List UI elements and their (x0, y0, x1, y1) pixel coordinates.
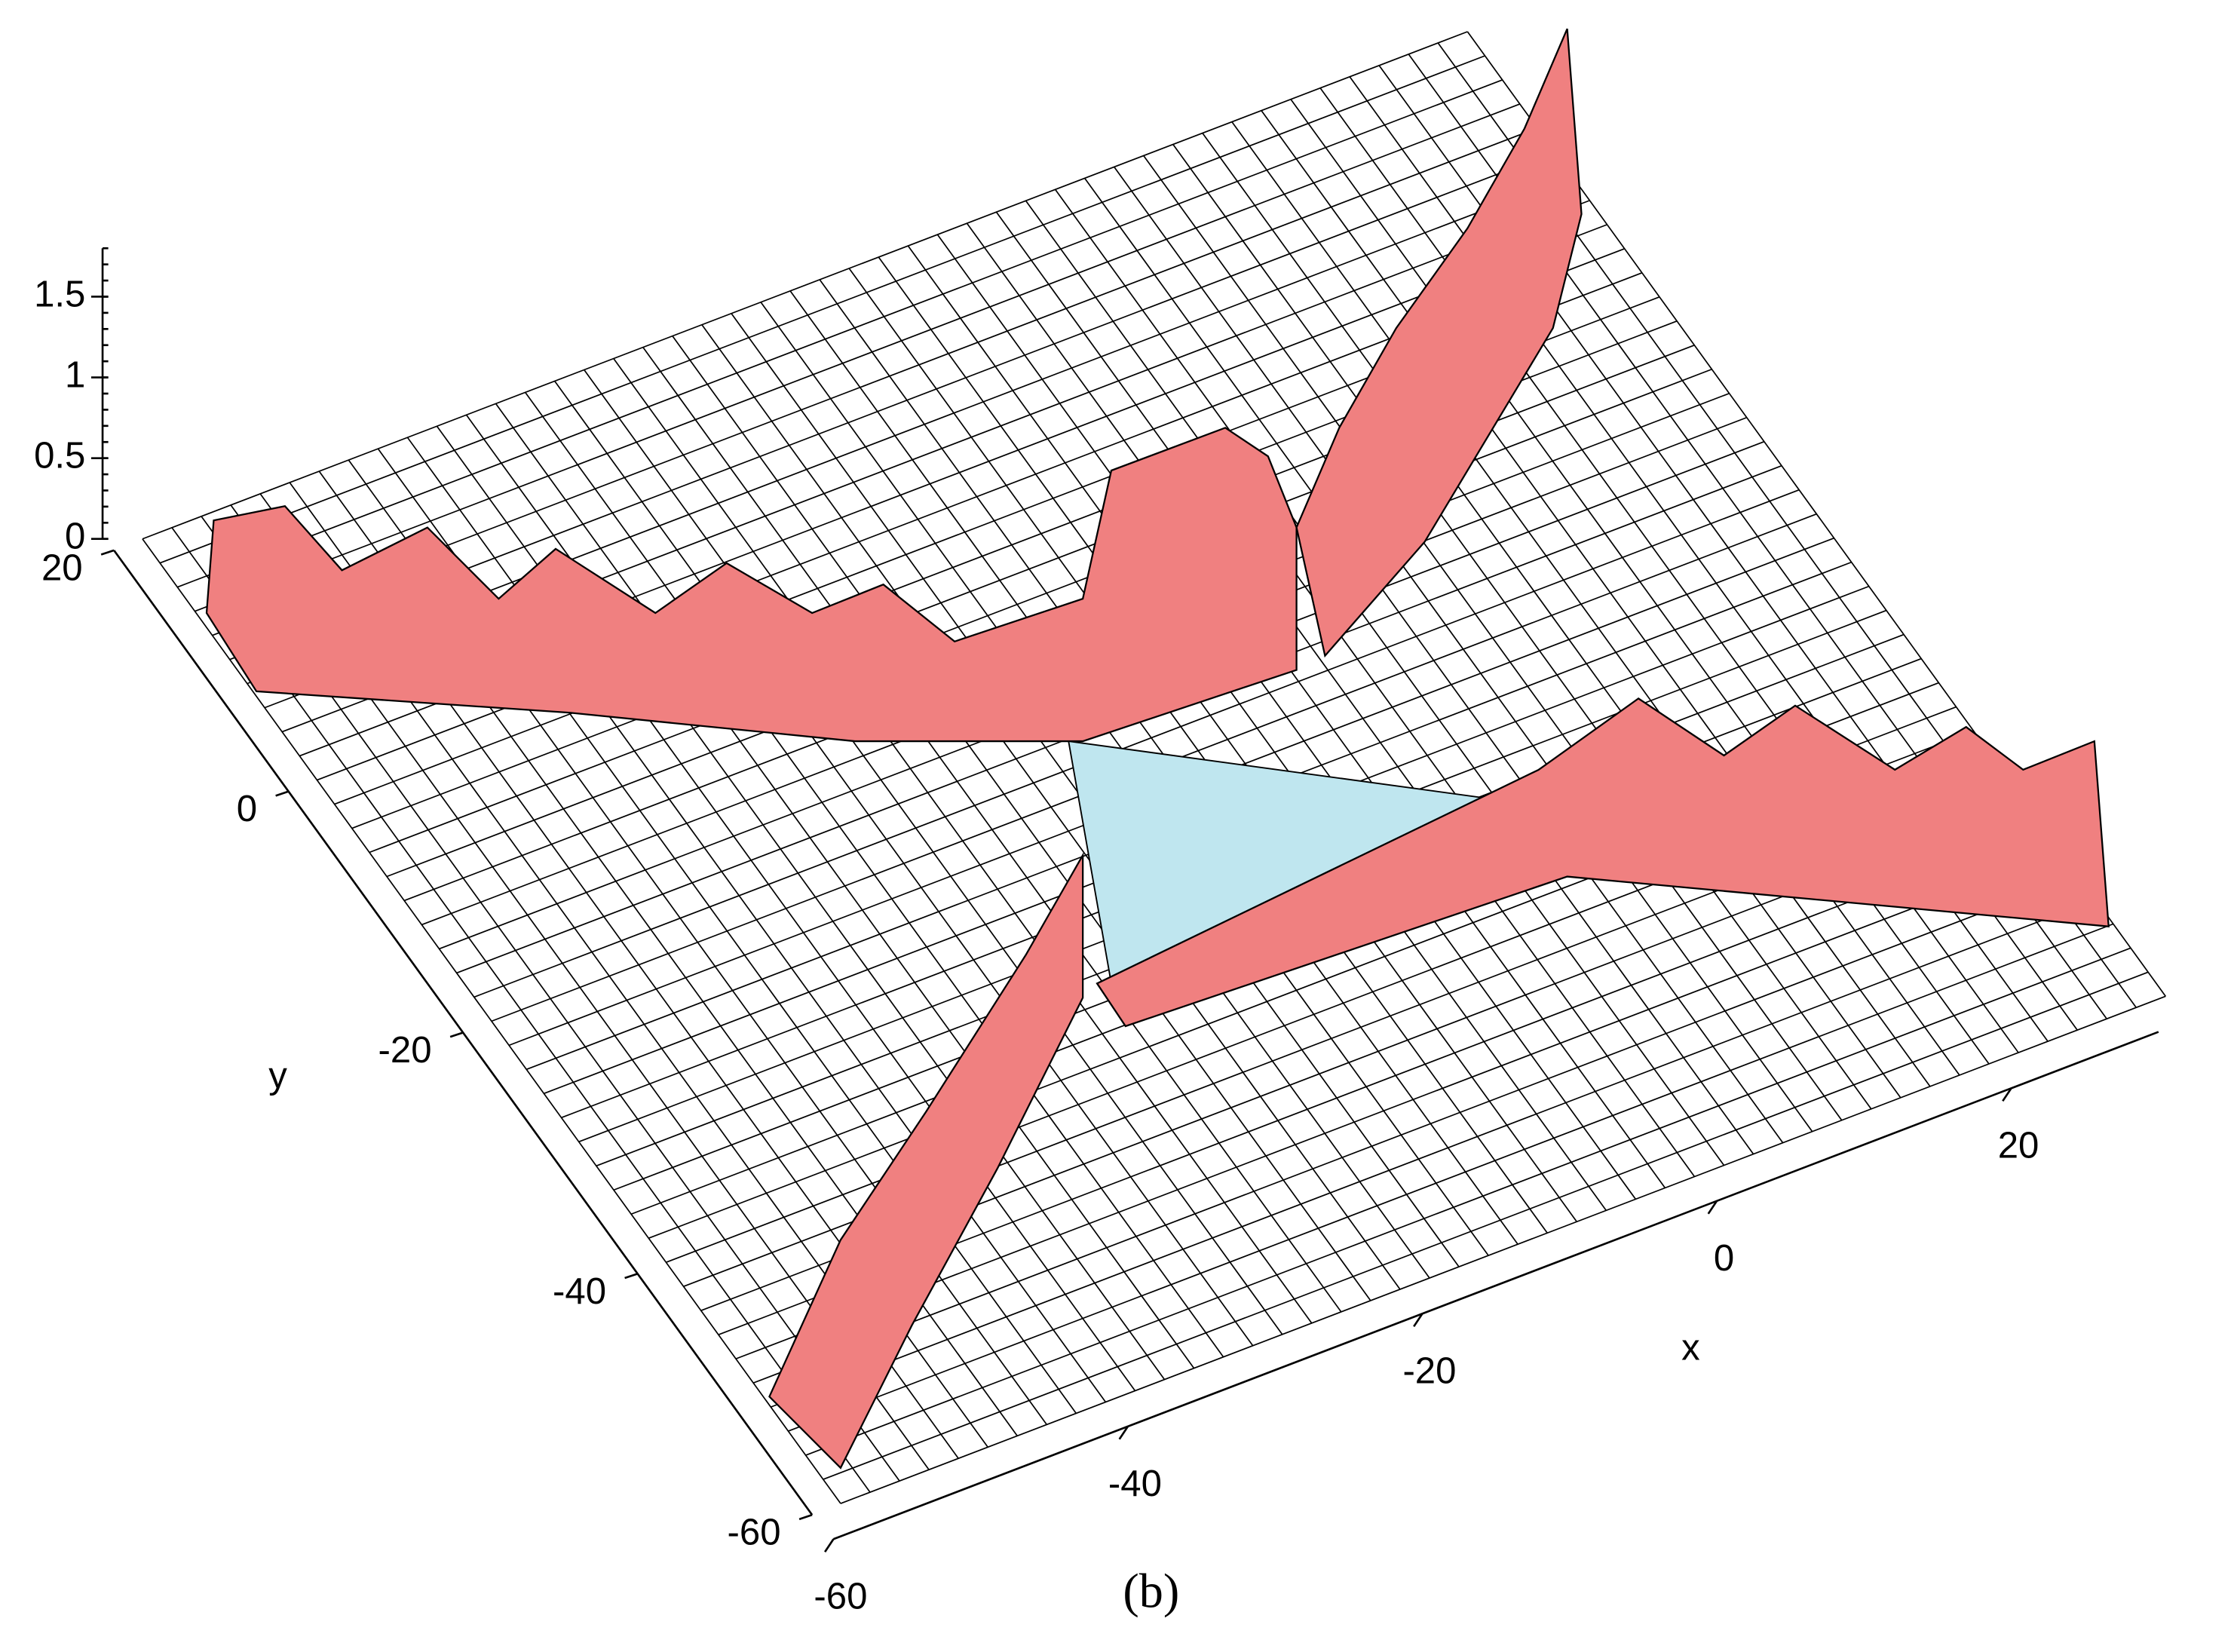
y-tick-label: -60 (728, 1513, 781, 1553)
y-tick (100, 549, 115, 556)
y-tick (624, 1273, 639, 1280)
grid-line (176, 79, 1503, 588)
x-tick-label: -40 (1108, 1464, 1162, 1504)
surface-ridges (205, 28, 2110, 1470)
y-tick-label: -20 (378, 1030, 432, 1071)
x-tick-label: 0 (1714, 1238, 1734, 1279)
grid-line (788, 923, 2114, 1432)
x-axis (832, 1031, 2159, 1540)
z-tick-label: 0 (65, 516, 85, 557)
ridge (1096, 697, 2110, 1028)
grid-line (840, 995, 2166, 1504)
z-tick-label: 0.5 (34, 436, 85, 477)
grid-line (735, 851, 2061, 1359)
ridge (1295, 28, 1583, 658)
x-tick (2002, 1087, 2012, 1102)
y-tick-label: 20 (41, 547, 83, 588)
grid-line (159, 55, 1485, 564)
grid-line (142, 31, 1468, 540)
x-tick (1118, 1426, 1129, 1440)
y-tick (798, 1513, 813, 1521)
x-tick-label: 20 (1998, 1126, 2039, 1166)
y-tick-label: -40 (553, 1271, 606, 1312)
x-tick (1413, 1313, 1423, 1328)
y-tick (275, 790, 290, 797)
y-axis-label: y (268, 1056, 287, 1096)
x-tick (1707, 1200, 1718, 1215)
ridge (768, 851, 1084, 1470)
grid-line (195, 103, 1521, 612)
x-axis-label: x (1681, 1327, 1700, 1368)
x-tick (824, 1538, 835, 1553)
y-tick-label: 0 (237, 789, 257, 829)
z-tick-label: 1 (65, 355, 85, 396)
ridge (205, 427, 1298, 743)
caption: (b) (1123, 1565, 1179, 1618)
grid-line (752, 875, 2079, 1384)
x-tick-label: -20 (1402, 1351, 1456, 1392)
grid-line (771, 899, 2097, 1408)
grid-line (473, 489, 1800, 998)
z-tick-label: 1.5 (34, 274, 85, 314)
grid-line (823, 971, 2149, 1480)
x-tick-label: -60 (814, 1577, 867, 1617)
y-tick (449, 1031, 464, 1038)
grid-line (805, 947, 2131, 1456)
